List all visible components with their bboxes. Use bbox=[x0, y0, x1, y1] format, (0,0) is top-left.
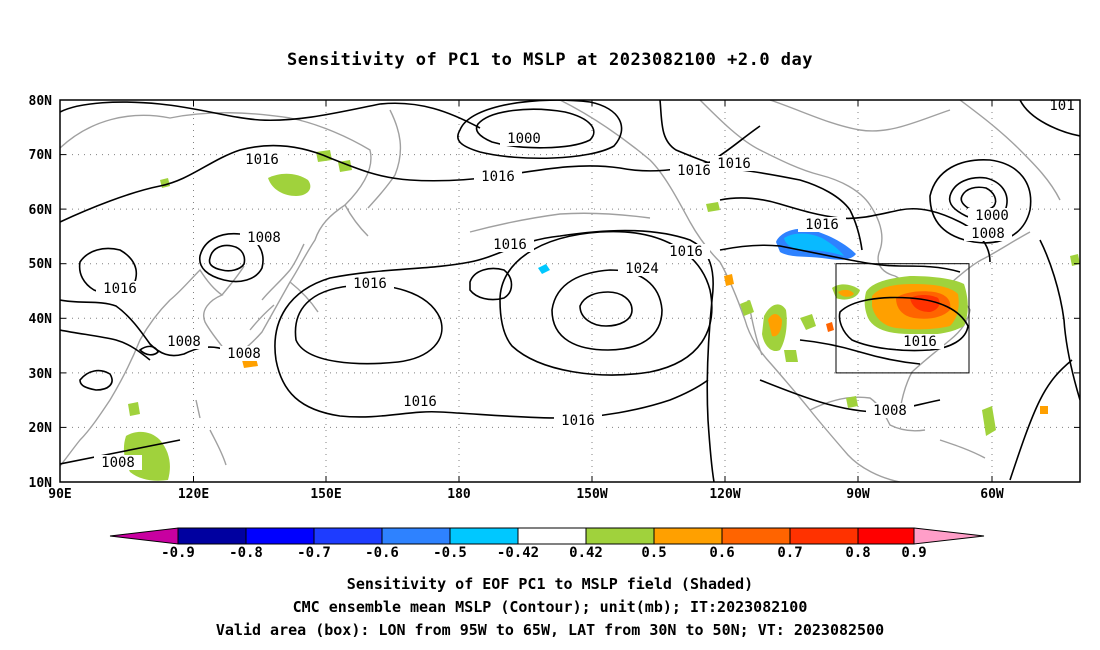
contour-label: 1016 bbox=[677, 163, 711, 179]
colorbar-label: 0.6 bbox=[709, 545, 734, 561]
lon-label: 60W bbox=[980, 487, 1004, 502]
contour-label: 1016 bbox=[245, 152, 279, 168]
contour-label: 1016 bbox=[403, 394, 437, 410]
contour-label: 1016 bbox=[103, 281, 137, 297]
contour-label: 1016 bbox=[561, 413, 595, 429]
contour-label: 1008 bbox=[227, 346, 261, 362]
contour-label: 1008 bbox=[167, 334, 201, 350]
colorbar-label: 0.9 bbox=[901, 545, 926, 561]
contour-label: 1008 bbox=[101, 455, 135, 471]
colorbar-swatches bbox=[109, 527, 985, 545]
lon-label: 150E bbox=[310, 487, 341, 502]
contour-label: 1008 bbox=[971, 226, 1005, 242]
contour-label: 1016 bbox=[805, 217, 839, 233]
lon-label: 150W bbox=[576, 487, 607, 502]
contour-label: 1008 bbox=[873, 403, 907, 419]
lat-label: 20N bbox=[29, 421, 53, 436]
map-frame bbox=[59, 99, 1081, 483]
colorbar-swatch bbox=[313, 527, 383, 545]
colorbar-label: 0.8 bbox=[845, 545, 870, 561]
colorbar-label: -0.42 bbox=[497, 545, 539, 561]
caption-shading: Sensitivity of EOF PC1 to MSLP field (Sh… bbox=[346, 575, 754, 593]
contour-label: 1016 bbox=[669, 244, 703, 260]
colorbar-end-low bbox=[109, 527, 179, 545]
contour-label: 1016 bbox=[481, 169, 515, 185]
contour-labels: 1000 1000 1016 1016 1016 1016 1016 1016 … bbox=[94, 98, 1080, 471]
latitude-labels: 80N 70N 60N 50N 40N 30N 20N 10N bbox=[29, 94, 53, 491]
lat-label: 70N bbox=[29, 148, 53, 163]
colorbar-label: -0.6 bbox=[365, 545, 399, 561]
colorbar: -0.9 -0.8 -0.7 -0.6 -0.5 -0.42 0.42 0.5 … bbox=[109, 527, 985, 561]
contour-label: 1008 bbox=[247, 230, 281, 246]
colorbar-label: -0.5 bbox=[433, 545, 467, 561]
axis-ticks bbox=[60, 99, 1080, 483]
colorbar-swatch bbox=[449, 527, 519, 545]
contour-label: 1024 bbox=[625, 261, 659, 277]
valid-area-box bbox=[835, 263, 970, 374]
contour-label: 1016 bbox=[493, 237, 527, 253]
caption-contour: CMC ensemble mean MSLP (Contour); unit(m… bbox=[292, 598, 808, 616]
lat-label: 40N bbox=[29, 312, 53, 327]
lat-label: 50N bbox=[29, 257, 53, 272]
colorbar-end-high bbox=[913, 527, 985, 545]
contour-label: 1000 bbox=[975, 208, 1009, 224]
lon-label: 90E bbox=[48, 487, 71, 502]
coastlines bbox=[60, 100, 1061, 482]
lat-label: 10N bbox=[29, 476, 53, 491]
lat-label: 60N bbox=[29, 203, 53, 218]
colorbar-swatch bbox=[653, 527, 723, 545]
contour-label: 1016 bbox=[717, 156, 751, 172]
lon-label: 120E bbox=[178, 487, 209, 502]
colorbar-swatch bbox=[177, 527, 247, 545]
map-title: Sensitivity of PC1 to MSLP at 2023082100… bbox=[286, 50, 813, 70]
colorbar-swatch bbox=[517, 527, 587, 545]
colorbar-label: 0.7 bbox=[777, 545, 802, 561]
colorbar-labels: -0.9 -0.8 -0.7 -0.6 -0.5 -0.42 0.42 0.5 … bbox=[161, 545, 927, 561]
colorbar-label: -0.8 bbox=[229, 545, 263, 561]
mslp-contours bbox=[60, 100, 1080, 482]
colorbar-swatch bbox=[585, 527, 655, 545]
colorbar-swatch bbox=[857, 527, 915, 545]
colorbar-swatch bbox=[381, 527, 451, 545]
lon-label: 120W bbox=[709, 487, 740, 502]
colorbar-swatch bbox=[789, 527, 859, 545]
colorbar-label: 0.42 bbox=[569, 545, 603, 561]
colorbar-swatch bbox=[245, 527, 315, 545]
lat-label: 30N bbox=[29, 367, 53, 382]
colorbar-swatch bbox=[721, 527, 791, 545]
contour-label: 101 bbox=[1049, 98, 1074, 114]
contour-label: 1016 bbox=[353, 276, 387, 292]
contour-label: 1016 bbox=[903, 334, 937, 350]
contour-label: 1000 bbox=[507, 131, 541, 147]
caption-valid-area: Valid area (box): LON from 95W to 65W, L… bbox=[215, 621, 885, 639]
lon-label: 90W bbox=[846, 487, 870, 502]
colorbar-label: 0.5 bbox=[641, 545, 666, 561]
colorbar-label: -0.7 bbox=[297, 545, 331, 561]
lon-label: 180 bbox=[447, 487, 471, 502]
map-panel: 1000 1000 1016 1016 1016 1016 1016 1016 … bbox=[29, 94, 1081, 502]
longitude-labels: 90E 120E 150E 180 150W 120W 90W 60W bbox=[48, 487, 1004, 502]
colorbar-label: -0.9 bbox=[161, 545, 195, 561]
lat-label: 80N bbox=[29, 94, 53, 109]
